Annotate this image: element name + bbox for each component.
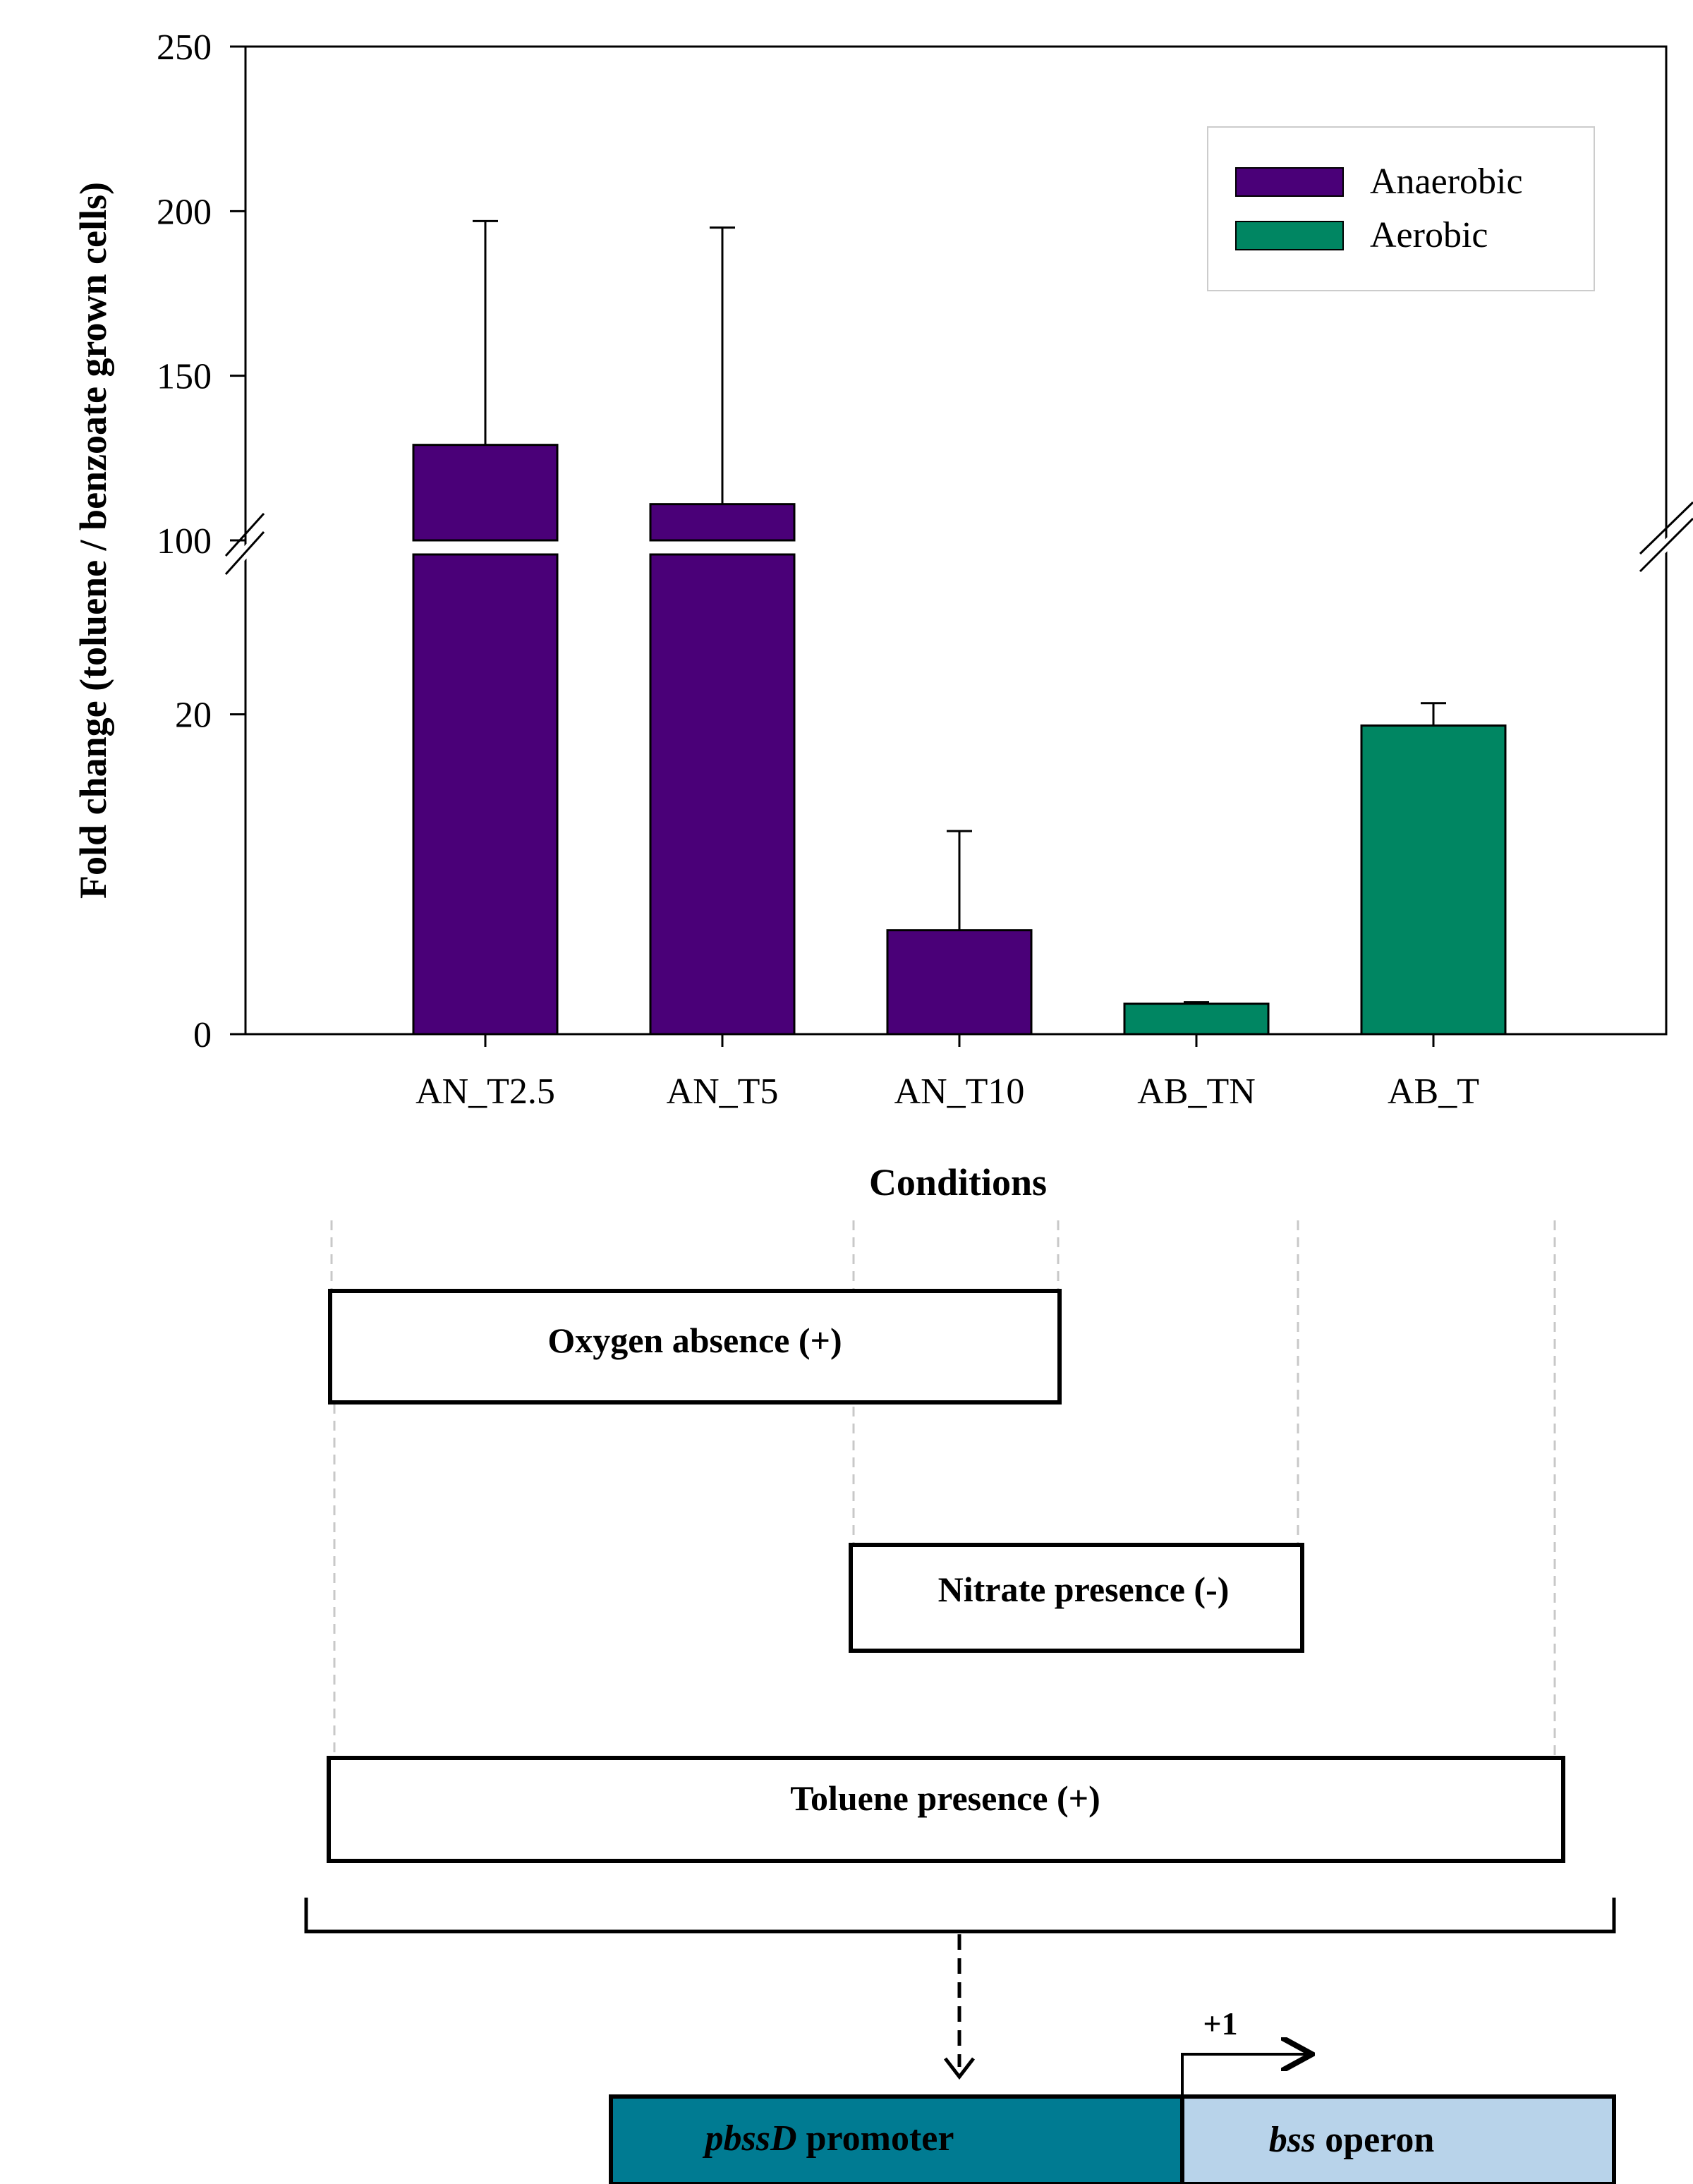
oxygen-absence-label: Oxygen absence (+) (547, 1321, 842, 1360)
legend: Anaerobic Aerobic (1207, 126, 1595, 291)
legend-swatch-aerobic (1235, 221, 1344, 250)
toluene-presence-box: Toluene presence (+) (327, 1756, 1565, 1863)
bar-AN_T5-upper (649, 503, 796, 542)
bar-AB_TN (1123, 1002, 1270, 1036)
bar-AN_T2.5-lower (412, 553, 559, 1036)
tss-label: +1 (1203, 2006, 1237, 2042)
legend-label-anaerobic: Anaerobic (1370, 162, 1523, 202)
x-tick-label-AB_T: AB_T (1388, 1072, 1479, 1112)
operon-block (1180, 2094, 1616, 2184)
y-tick-label-20: 20 (175, 696, 212, 736)
x-tick-label-AB_TN: AB_TN (1137, 1072, 1256, 1112)
bar-AN_T2.5-upper (412, 444, 559, 542)
y-axis-title: Fold change (toluene / benzoate grown ce… (72, 182, 114, 899)
y-tick-label-0: 0 (193, 1015, 212, 1055)
nitrate-presence-label: Nitrate presence (-) (938, 1570, 1230, 1609)
promoter-rest: promoter (797, 2118, 954, 2159)
nitrate-presence-box: Nitrate presence (-) (849, 1543, 1304, 1653)
x-ticks-layer: AN_T2.5 AN_T5 AN_T10 AB_TN AB_T (415, 1034, 1479, 1112)
legend-box (1207, 126, 1595, 291)
oxygen-absence-box: Oxygen absence (+) (328, 1289, 1062, 1405)
x-tick-label-AN_T10: AN_T10 (894, 1072, 1025, 1112)
transcription-start-arrow-icon (1181, 2054, 1309, 2097)
y-tick-label-200: 200 (157, 192, 212, 232)
operon-rest: operon (1316, 2120, 1434, 2160)
promoter-block (609, 2094, 1184, 2184)
error-bars-layer (473, 219, 1446, 1004)
operon-label: bss operon (1269, 2120, 1435, 2160)
bar-AB_T (1360, 724, 1507, 1036)
x-tick-label-AN_T2.5: AN_T2.5 (415, 1072, 555, 1112)
toluene-presence-label: Toluene presence (+) (790, 1778, 1100, 1818)
axis-break-right (1637, 501, 1693, 575)
promoter-operon-construct: pbssD promoter bss operon (609, 2094, 1616, 2184)
y-ticks-layer: 0 20 100 150 200 250 (157, 28, 245, 1055)
x-tick-label-AN_T5: AN_T5 (667, 1072, 779, 1112)
bar-AN_T10 (886, 929, 1033, 1036)
regulation-diagram: Oxygen absence (+) Nitrate presence (-) … (304, 1220, 1616, 2184)
grouping-bracket (304, 1898, 1616, 1934)
operon-italic: bss (1269, 2120, 1316, 2160)
axis-break-left (222, 512, 268, 578)
legend-label-aerobic: Aerobic (1370, 215, 1488, 255)
legend-swatch-anaerobic (1235, 167, 1344, 197)
y-tick-label-150: 150 (157, 357, 212, 397)
y-tick-label-250: 250 (157, 28, 212, 68)
y-tick-label-100: 100 (157, 521, 212, 562)
x-axis-title: Conditions (869, 1161, 1047, 1203)
bar-AN_T5-lower (649, 553, 796, 1036)
bars-layer (412, 444, 1507, 1036)
regulation-arrow-head-icon (944, 2057, 975, 2080)
promoter-label: pbssD promoter (703, 2118, 954, 2159)
promoter-italic: pbssD (703, 2118, 797, 2159)
